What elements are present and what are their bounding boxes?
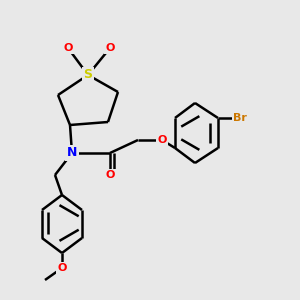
Text: Br: Br [233,113,247,123]
Text: O: O [105,43,115,53]
Text: N: N [67,146,77,160]
Text: O: O [157,135,167,145]
Text: O: O [63,43,73,53]
Text: O: O [105,170,115,180]
Text: S: S [83,68,92,82]
Text: O: O [57,263,67,273]
